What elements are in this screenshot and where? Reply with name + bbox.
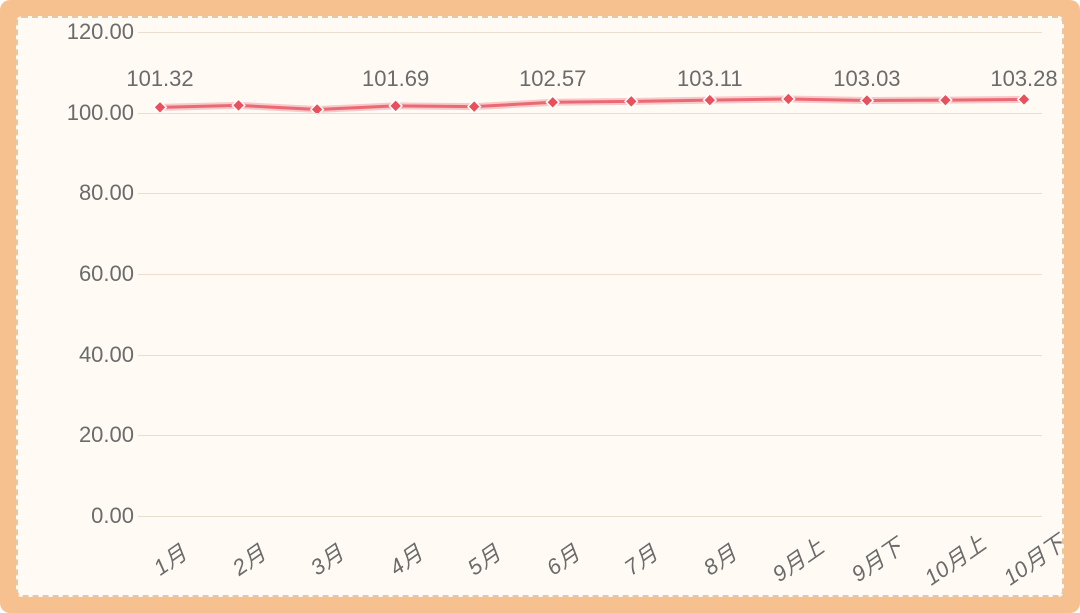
gridline — [138, 193, 1042, 194]
data-marker — [1018, 93, 1031, 106]
data-label: 103.28 — [990, 66, 1057, 92]
data-marker — [389, 100, 402, 113]
y-axis-label: 20.00 — [79, 422, 134, 448]
data-marker — [939, 94, 952, 107]
chart-panel: 0.0020.0040.0060.0080.00100.00120.001月2月… — [16, 16, 1064, 597]
data-marker — [232, 99, 245, 112]
data-label: 101.69 — [362, 66, 429, 92]
data-marker — [704, 94, 717, 107]
data-marker — [625, 95, 638, 108]
data-label: 103.03 — [833, 66, 900, 92]
y-axis-label: 0.00 — [91, 503, 134, 529]
gridline — [138, 435, 1042, 436]
gridline — [138, 32, 1042, 33]
y-axis-label: 40.00 — [79, 342, 134, 368]
y-axis-label: 80.00 — [79, 180, 134, 206]
chart-outer-frame: 0.0020.0040.0060.0080.00100.00120.001月2月… — [0, 0, 1080, 613]
y-axis-label: 60.00 — [79, 261, 134, 287]
y-axis-label: 100.00 — [67, 100, 134, 126]
data-marker — [468, 100, 481, 113]
data-label: 101.32 — [126, 66, 193, 92]
data-label: 103.11 — [677, 66, 743, 92]
gridline — [138, 355, 1042, 356]
data-marker — [782, 93, 795, 106]
gridline — [138, 113, 1042, 114]
line-chart-svg — [18, 18, 1062, 595]
chart-area: 0.0020.0040.0060.0080.00100.00120.001月2月… — [18, 18, 1062, 595]
data-marker — [546, 96, 559, 109]
data-marker — [861, 94, 874, 107]
gridline — [138, 274, 1042, 275]
gridline — [138, 516, 1042, 517]
data-label: 102.57 — [519, 66, 586, 92]
data-marker — [311, 103, 324, 116]
y-axis-label: 120.00 — [67, 19, 134, 45]
